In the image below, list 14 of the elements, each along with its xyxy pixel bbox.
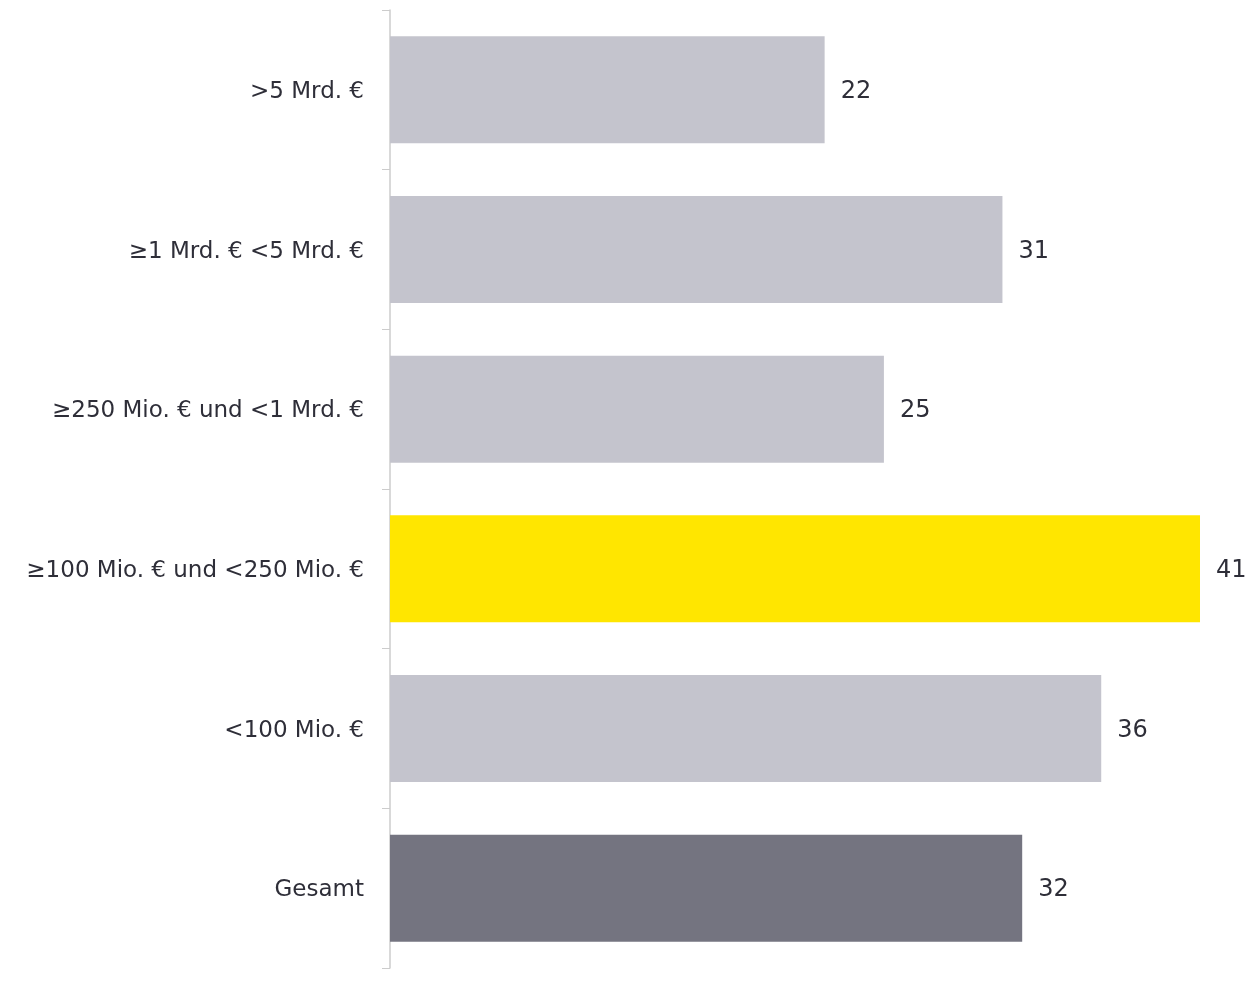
y-tick-label: Gesamt [274, 875, 364, 902]
bar [390, 834, 1023, 942]
y-tick-label: >5 Mrd. € [250, 76, 364, 103]
data-label: 32 [1038, 874, 1069, 903]
bar [390, 515, 1200, 623]
y-tick-label: <100 Mio. € [224, 715, 364, 742]
y-tick-label: ≥100 Mio. € und <250 Mio. € [26, 555, 364, 582]
data-label: 41 [1216, 554, 1247, 583]
data-label: 36 [1117, 714, 1148, 743]
data-label: 22 [840, 75, 872, 104]
y-tick-label: ≥1 Mrd. € <5 Mrd. € [128, 236, 364, 263]
data-label: 25 [899, 395, 931, 424]
y-tick-label: ≥250 Mio. € und <1 Mrd. € [52, 396, 364, 423]
data-label: 31 [1018, 235, 1049, 264]
